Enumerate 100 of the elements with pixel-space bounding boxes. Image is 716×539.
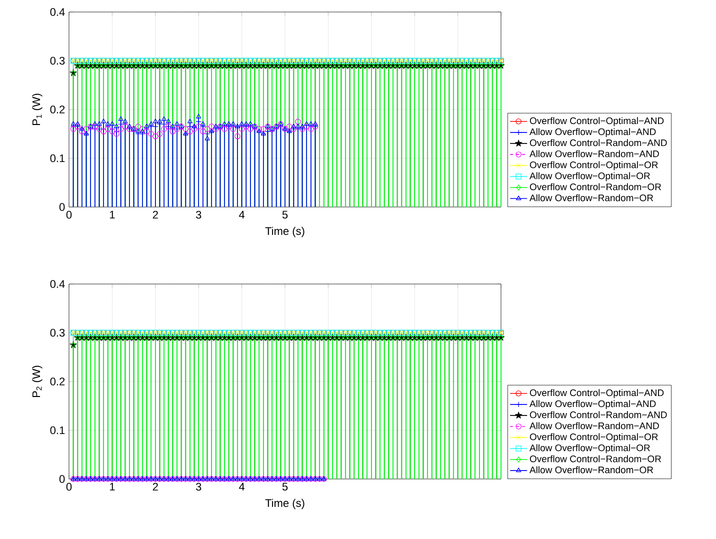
x-tick-label: 3	[196, 210, 202, 219]
x-tick-label: 2	[152, 210, 158, 219]
x-tick-label: 0	[66, 482, 72, 491]
point	[144, 126, 150, 132]
legend-label: Overflow Control−Random−OR	[530, 183, 662, 190]
y-tick-label: 0.3	[50, 328, 65, 337]
point	[308, 124, 314, 130]
point	[148, 130, 154, 137]
x-tick-label: 4	[238, 482, 245, 490]
point	[144, 128, 150, 134]
point	[278, 124, 284, 130]
point	[226, 121, 232, 126]
point	[222, 124, 228, 130]
point	[200, 128, 206, 134]
point	[92, 121, 98, 126]
point	[295, 124, 301, 128]
y-axis-title: P$_{2}$ (W)	[32, 366, 42, 398]
point	[152, 133, 158, 140]
point	[118, 126, 124, 132]
point	[92, 126, 98, 132]
point	[204, 130, 210, 137]
point	[213, 124, 218, 128]
point	[238, 124, 245, 130]
point	[230, 121, 236, 126]
point	[308, 126, 314, 132]
point	[304, 124, 310, 130]
point	[196, 118, 202, 125]
y-axis-title: P$_{1}$ (W)	[32, 94, 42, 126]
point	[244, 121, 249, 126]
point	[196, 124, 202, 130]
y-tick-label: 0.2	[50, 378, 65, 386]
legend-label: Allow Overflow−Optimal−OR	[530, 444, 650, 454]
legend-label: Allow Overflow−Optimal−AND	[530, 400, 656, 410]
x-tick-label: 0	[66, 210, 72, 219]
point	[118, 121, 124, 128]
point	[308, 121, 314, 126]
point	[75, 121, 80, 126]
point	[170, 128, 176, 134]
point	[252, 126, 258, 132]
legend-label: Overflow Control−Random−OR	[530, 455, 662, 462]
point	[208, 124, 214, 130]
point	[222, 121, 228, 126]
legend-label: Overflow Control−Optimal−AND	[530, 117, 664, 126]
point	[79, 128, 85, 134]
point	[239, 121, 244, 126]
point	[100, 126, 106, 132]
point	[135, 124, 142, 130]
point	[222, 126, 228, 132]
point	[291, 124, 296, 128]
point	[295, 118, 301, 125]
y-tick-label: 0.1	[50, 426, 65, 434]
point	[295, 126, 301, 132]
point	[100, 128, 106, 134]
point	[273, 126, 280, 132]
point	[122, 121, 128, 128]
legend-label: Overflow Control−Optimal−OR	[530, 433, 658, 442]
point	[88, 126, 94, 132]
point	[144, 124, 150, 128]
legend-label: Allow Overflow−Random−OR	[530, 194, 654, 202]
point	[152, 118, 158, 124]
point	[234, 133, 240, 140]
point	[187, 118, 193, 124]
x-axis-title: Time (s)	[265, 498, 304, 510]
point	[70, 121, 76, 126]
point	[161, 116, 167, 121]
x-tick-label: 5	[282, 482, 288, 491]
point	[126, 124, 132, 128]
y-tick-label: 0	[59, 203, 65, 211]
point	[118, 116, 124, 121]
point	[256, 126, 262, 132]
x-tick-label: 2	[152, 482, 158, 491]
point	[182, 126, 189, 132]
x-tick-label: 3	[196, 482, 202, 491]
point	[101, 118, 106, 124]
point	[104, 126, 111, 132]
legend-label: Allow Overflow−Optimal−AND	[530, 128, 656, 138]
x-tick-label: 1	[110, 482, 115, 490]
point	[248, 126, 254, 132]
legend-label: Overflow Control−Optimal−OR	[530, 161, 658, 170]
y-tick-label: 0.1	[50, 154, 65, 162]
point	[260, 126, 266, 132]
point	[148, 121, 154, 126]
point	[161, 126, 167, 132]
point	[96, 121, 102, 126]
point	[269, 128, 275, 134]
point	[92, 124, 98, 130]
point	[156, 130, 163, 137]
point	[300, 124, 305, 128]
point	[156, 121, 163, 128]
y-tick-label: 0.4	[50, 280, 65, 288]
y-tick-label: 0.4	[50, 8, 65, 16]
y-tick-label: 0.3	[50, 56, 65, 65]
legend-label: Allow Overflow−Random−OR	[530, 466, 654, 474]
point	[170, 124, 176, 128]
point	[157, 118, 162, 124]
point	[109, 128, 116, 134]
y-tick-label: 0	[59, 475, 65, 483]
x-tick-label: 5	[282, 210, 288, 219]
point	[191, 126, 198, 132]
legend-label: Overflow Control−Random−AND	[530, 411, 667, 418]
